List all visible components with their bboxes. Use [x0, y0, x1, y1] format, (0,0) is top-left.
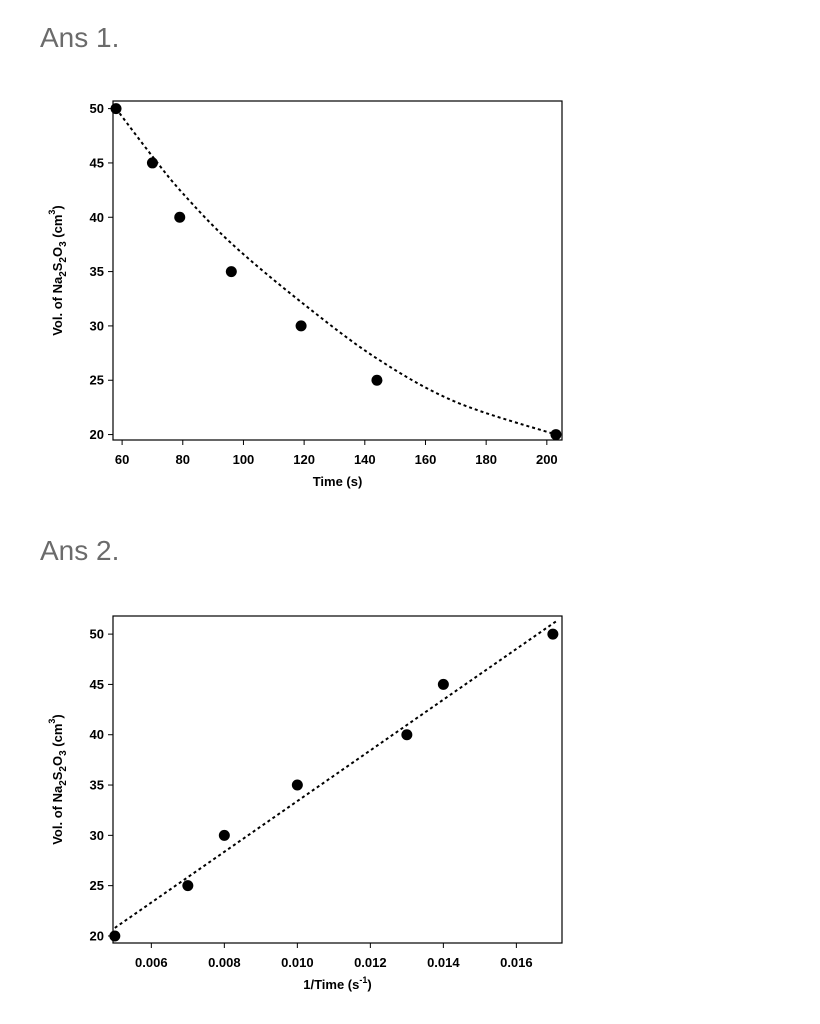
plot-frame [112, 100, 563, 441]
x-tick-label: 0.008 [208, 955, 241, 970]
x-axis-title: Time (s) [313, 474, 363, 489]
y-tick-label: 25 [90, 878, 104, 893]
fit-line [115, 108, 557, 436]
x-tick-label: 0.012 [354, 955, 387, 970]
y-tick-label: 50 [90, 627, 104, 642]
x-tick-label: 0.010 [281, 955, 314, 970]
answer-2-heading: Ans 2. [40, 535, 120, 566]
y-tick-label: 35 [90, 264, 104, 279]
y-tick-label: 45 [90, 677, 104, 692]
data-point [295, 320, 307, 332]
chart-time-vs-volume: 60 80 100 120 140 160 180 200 20 25 30 35 40 45 50 Time… [47, 100, 563, 489]
y-tick-label: 40 [90, 727, 104, 742]
data-point [110, 103, 122, 115]
x-tick-label: 200 [536, 452, 558, 467]
data-point [146, 157, 158, 169]
y-tick-label: 25 [90, 373, 104, 388]
y-tick-label: 40 [90, 210, 104, 225]
x-tick-label: 180 [475, 452, 497, 467]
x-tick-label: 120 [293, 452, 315, 467]
y-tick-label: 20 [90, 427, 104, 442]
data-point [174, 211, 186, 223]
x-tick-label: 100 [233, 452, 255, 467]
data-point [547, 628, 559, 640]
data-point [401, 729, 413, 741]
y-tick-label: 50 [90, 101, 104, 116]
x-tick-label: 0.006 [135, 955, 168, 970]
y-axis-title: Vol. of Na2S2O3 (cm3) [47, 205, 69, 336]
data-point [550, 429, 562, 441]
data-point [291, 779, 303, 791]
x-tick-label: 80 [176, 452, 190, 467]
data-point [182, 880, 194, 892]
x-tick-label: 0.014 [427, 955, 460, 970]
y-tick-label: 30 [90, 318, 104, 333]
answer-1-heading: Ans 1. [40, 22, 120, 53]
x-tick-label: 160 [415, 452, 437, 467]
y-tick-label: 20 [90, 928, 104, 943]
x-tick-label: 140 [354, 452, 376, 467]
x-axis-title: 1/Time (s-1) [303, 975, 371, 992]
data-point [371, 374, 383, 386]
plot-frame [112, 615, 563, 944]
data-point [109, 930, 121, 942]
x-tick-label: 60 [115, 452, 129, 467]
data-point [218, 829, 230, 841]
data-point [437, 678, 449, 690]
x-tick-label: 0.016 [500, 955, 533, 970]
y-tick-label: 30 [90, 828, 104, 843]
y-axis-title: Vol. of Na2S2O3 (cm3) [47, 714, 69, 845]
data-point [225, 266, 237, 278]
y-tick-label: 45 [90, 155, 104, 170]
fit-line [114, 620, 558, 929]
y-tick-label: 35 [90, 778, 104, 793]
